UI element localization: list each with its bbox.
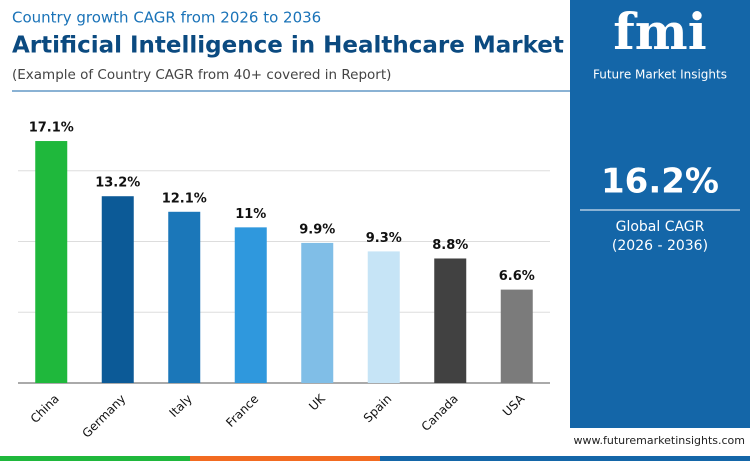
x-tick-label: USA: [500, 391, 528, 419]
x-tick-label: Canada: [419, 392, 461, 434]
bar: [500, 289, 533, 383]
chart-title: Artificial Intelligence in Healthcare Ma…: [12, 33, 564, 59]
bar: [434, 258, 467, 383]
data-label: 9.3%: [366, 231, 402, 246]
x-tick-label: France: [223, 392, 261, 430]
brand: Future Market Insights: [593, 68, 727, 82]
stripe: [380, 456, 750, 461]
data-label: 11%: [235, 207, 266, 222]
global-cagr: 16.2%: [601, 162, 719, 202]
x-tick-label: Spain: [361, 392, 395, 426]
sidebar: [570, 0, 750, 428]
logo: fmi: [613, 2, 706, 61]
stripe: [190, 456, 380, 461]
stripe: [0, 456, 190, 461]
data-label: 8.8%: [432, 238, 468, 253]
bar: [234, 227, 267, 383]
bar: [301, 242, 334, 383]
x-tick-label: Italy: [167, 392, 195, 420]
x-tick-label: Germany: [79, 392, 128, 441]
chart-note: (Example of Country CAGR from 40+ covere…: [12, 67, 391, 83]
period: (2026 - 2036): [612, 238, 708, 254]
data-label: 9.9%: [299, 222, 335, 237]
bar: [101, 196, 134, 383]
chart-subtitle: Country growth CAGR from 2026 to 2036: [12, 9, 321, 27]
footer-url: www.futuremarketinsights.com: [574, 434, 746, 447]
bar: [367, 251, 400, 383]
x-tick-label: UK: [306, 391, 328, 413]
bar: [35, 141, 68, 383]
data-label: 12.1%: [162, 191, 207, 206]
data-label: 13.2%: [95, 176, 140, 191]
x-tick-label: China: [28, 392, 62, 426]
data-label: 17.1%: [29, 121, 74, 136]
data-label: 6.6%: [499, 269, 535, 284]
cagr-label: Global CAGR: [616, 219, 705, 235]
bar: [168, 211, 201, 383]
